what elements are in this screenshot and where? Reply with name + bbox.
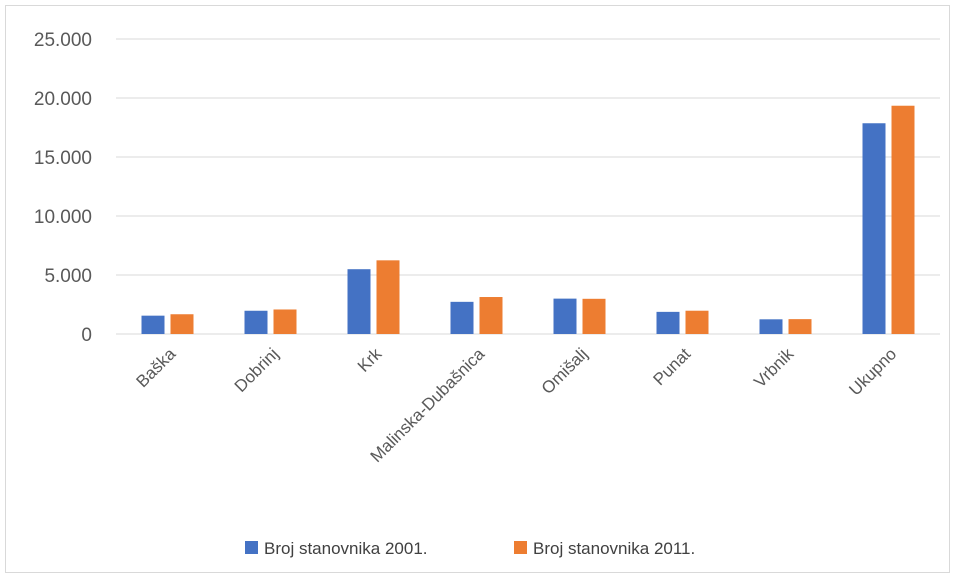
bar-2011	[170, 314, 194, 334]
legend-swatch-2011	[514, 541, 527, 554]
bar-2001	[553, 298, 577, 334]
chart-frame	[5, 5, 950, 573]
bars	[141, 105, 915, 334]
bar-2001	[347, 269, 371, 334]
bar-2001	[450, 301, 474, 334]
bar-2001	[244, 310, 268, 334]
bar-2001	[656, 311, 680, 334]
x-tick-label: Krk	[354, 344, 386, 376]
bar-2011	[582, 298, 606, 334]
y-tick-label: 15.000	[34, 148, 92, 169]
bar-2001	[759, 319, 783, 334]
bar-2011	[685, 310, 709, 334]
x-tick-label: Omišalj	[538, 344, 592, 398]
y-tick-label: 5.000	[44, 266, 92, 287]
bar-2011	[376, 260, 400, 334]
legend-swatch-2001	[245, 541, 258, 554]
y-tick-label: 10.000	[34, 207, 92, 228]
bar-2011	[891, 105, 915, 334]
legend: Broj stanovnika 2001. Broj stanovnika 20…	[245, 539, 695, 558]
legend-label-2011: Broj stanovnika 2011.	[533, 539, 695, 558]
x-tick-label: Vrbnik	[750, 344, 797, 391]
gridlines	[116, 38, 940, 335]
y-tick-label: 25.000	[34, 30, 92, 51]
legend-label-2001: Broj stanovnika 2001.	[264, 539, 428, 558]
bar-2001	[141, 315, 165, 334]
x-tick-label: Baška	[132, 344, 179, 391]
y-axis: 0 5.000 10.000 15.000 20.000 25.000	[34, 30, 92, 346]
bar-2011	[479, 297, 503, 334]
y-tick-label: 20.000	[34, 89, 92, 110]
bar-2011	[788, 319, 812, 334]
x-tick-label: Punat	[649, 344, 694, 389]
x-tick-label: Ukupno	[845, 344, 900, 399]
x-tick-label: Dobrinj	[231, 344, 283, 396]
bar-2001	[862, 123, 886, 334]
bar-2011	[273, 309, 297, 334]
y-tick-label: 0	[81, 325, 92, 346]
x-tick-label: Malinska-Dubašnica	[367, 344, 489, 466]
